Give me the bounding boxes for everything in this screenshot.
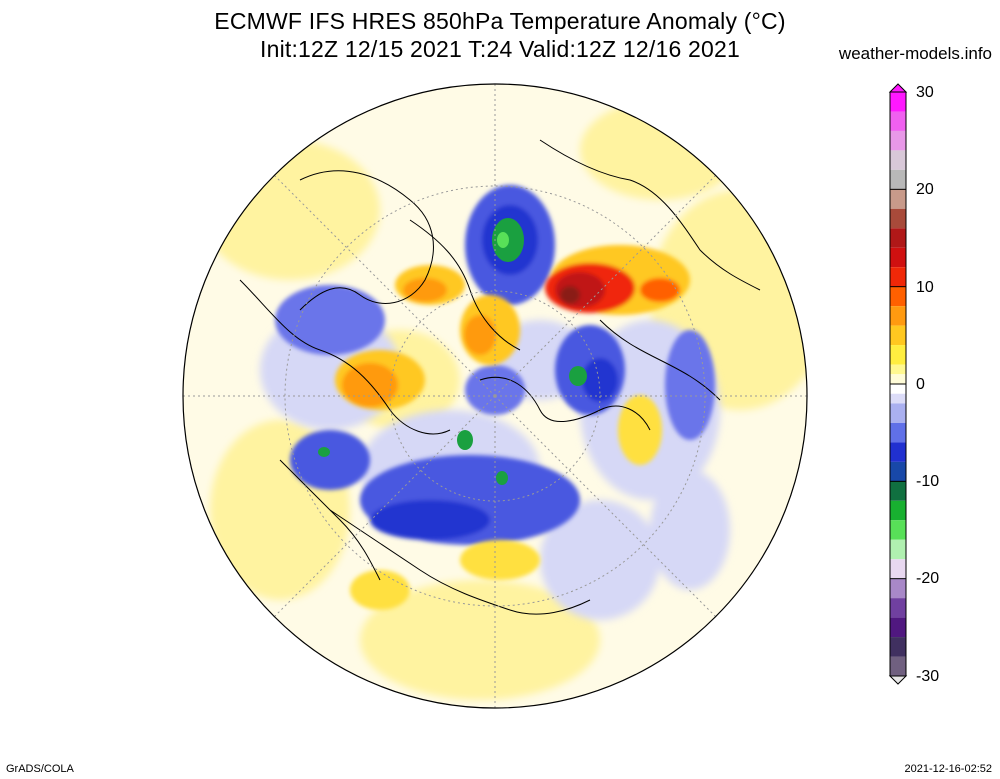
colorbar-band <box>890 306 906 326</box>
warm-anomalies <box>335 245 690 610</box>
colorbar-band <box>890 345 906 365</box>
colorbar-top-arrow <box>888 83 908 93</box>
colorbar-band <box>890 637 906 657</box>
colorbar-band <box>890 374 906 384</box>
colorbar-band <box>890 208 906 229</box>
graticule <box>183 84 807 708</box>
colorbar-label-10: 10 <box>916 279 934 296</box>
colorbar-label-minus-20: -20 <box>916 570 940 587</box>
colorbar-band <box>890 500 906 521</box>
colorbar-band <box>890 403 906 423</box>
very-cold-anomalies <box>318 218 587 485</box>
colorbar-band <box>890 617 906 638</box>
colorbar-band <box>890 656 906 676</box>
colorbar-band <box>890 169 906 190</box>
cold-anomalies <box>275 185 715 545</box>
colorbar-band <box>890 442 906 462</box>
colorbar-band <box>890 539 906 560</box>
colorbar-band <box>890 559 906 579</box>
colorbar-band <box>890 393 906 404</box>
footer-timestamp: 2021-12-16-02:52 <box>904 763 992 775</box>
colorbar-band <box>890 422 906 443</box>
colorbar-label-20: 20 <box>916 181 934 198</box>
colorbar-frame <box>889 91 907 677</box>
colorbar-band <box>890 325 906 346</box>
chart-title-line-1: ECMWF IFS HRES 850hPa Temperature Anomal… <box>214 8 786 34</box>
map-border <box>182 83 808 709</box>
colorbar-band <box>890 578 906 599</box>
colorbar-band <box>890 461 906 482</box>
footer-software: GrADS/COLA <box>6 763 74 775</box>
colorbar-band <box>890 150 906 170</box>
colorbar-band <box>890 286 906 307</box>
map-disk <box>183 84 807 708</box>
colorbar-band <box>890 481 906 501</box>
chart-title-line-2: Init:12Z 12/15 2021 T:24 Valid:12Z 12/16… <box>259 36 740 62</box>
colorbar-band <box>890 247 906 268</box>
colorbar-band <box>890 267 906 287</box>
site-credit: weather-models.info <box>838 44 992 63</box>
colorbar <box>888 83 908 685</box>
colorbar-band <box>890 130 906 151</box>
colorbar-band <box>890 189 906 209</box>
colorbar-label-30: 30 <box>916 84 934 101</box>
polar-map <box>182 83 808 709</box>
colorbar-bottom-arrow <box>888 675 908 685</box>
colorbar-label-minus-30: -30 <box>916 668 940 685</box>
colorbar-band <box>890 92 906 112</box>
colorbar-band <box>890 520 906 540</box>
colorbar-band <box>890 228 906 248</box>
colorbar-band <box>890 364 906 375</box>
colorbar-band <box>890 384 906 394</box>
colorbar-band <box>890 111 906 131</box>
colorbar-label-minus-10: -10 <box>916 473 940 490</box>
coastlines <box>239 139 761 615</box>
colorbar-label-0: 0 <box>916 376 925 393</box>
colorbar-band <box>890 598 906 618</box>
